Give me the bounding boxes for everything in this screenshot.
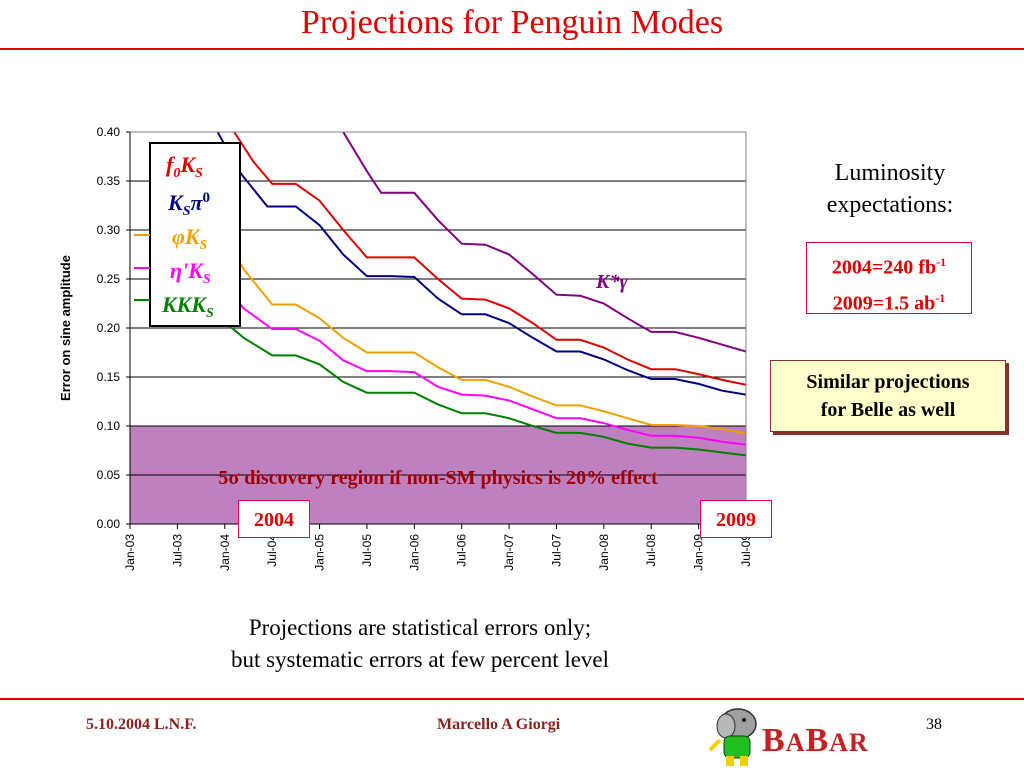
page-number: 38 bbox=[926, 716, 942, 733]
footer-date: 5.10.2004 L.N.F. bbox=[86, 716, 197, 733]
luminosity-heading: Luminosity expectations: bbox=[826, 160, 954, 218]
stat-note: Projections are statistical errors only;… bbox=[230, 615, 610, 672]
y-tick-label: 0.10 bbox=[97, 419, 121, 433]
legend-f0ks: f0KS bbox=[166, 152, 203, 181]
x-tick-label: Jul-09 bbox=[739, 534, 753, 567]
footer-rule bbox=[0, 698, 1024, 700]
x-tick-label: Jul-06 bbox=[455, 534, 469, 567]
year-2004-box: 2004 bbox=[238, 500, 310, 538]
x-tick-label: Jul-05 bbox=[360, 534, 374, 567]
x-tick-label: Jan-07 bbox=[502, 534, 516, 571]
series-line-ks bbox=[219, 229, 746, 435]
y-tick-label: 0.15 bbox=[97, 370, 121, 384]
series-line-ks0 bbox=[216, 132, 746, 396]
legend-etaks: η'KS bbox=[170, 258, 211, 287]
series-line-kkks bbox=[219, 317, 746, 457]
x-tick-label: Jan-03 bbox=[123, 534, 137, 571]
chart-legend: f0KS KSπ0 φKS η'KS KKKS bbox=[134, 142, 241, 327]
y-tick-label: 0.40 bbox=[97, 125, 121, 139]
region-label: 5σ discovery region if non-SM physics is… bbox=[218, 467, 658, 489]
x-tick-label: Jan-04 bbox=[218, 534, 232, 571]
x-tick-label: Jan-08 bbox=[597, 534, 611, 571]
x-tick-label: Jan-06 bbox=[407, 534, 421, 571]
slide-title: Projections for Penguin Modes bbox=[300, 4, 724, 41]
babar-elephant-icon bbox=[708, 708, 757, 766]
footer-author: Marcello A Giorgi bbox=[437, 716, 561, 733]
title-rule bbox=[0, 48, 1024, 50]
babar-logo-text: BABAR bbox=[762, 722, 869, 759]
x-tick-label: Jan-09 bbox=[692, 534, 706, 571]
kgamma-annotation: K*γ bbox=[595, 271, 628, 293]
x-tick-label: Jan-05 bbox=[313, 534, 327, 571]
penguin-chart: 0.00 0.05 0.10 0.15 0.20 0.25 0.30 0.35 0.40 Jan-… bbox=[58, 125, 753, 571]
series-line-f0ks bbox=[233, 132, 746, 386]
lum-2004: 2004=240 fb-1 bbox=[831, 255, 947, 279]
y-tick-label: 0.00 bbox=[97, 517, 121, 531]
y-tick-label: 0.05 bbox=[97, 468, 121, 482]
year-2009-box: 2009 bbox=[700, 500, 772, 538]
x-tick-label: Jul-03 bbox=[170, 534, 184, 567]
belle-note-box: Similar projections for Belle as well bbox=[770, 360, 1006, 432]
y-tick-label: 0.30 bbox=[97, 223, 121, 237]
x-tick-label: Jul-07 bbox=[549, 534, 563, 567]
y-tick-label: 0.35 bbox=[97, 174, 121, 188]
y-tick-label: 0.20 bbox=[97, 321, 121, 335]
series-line-ks bbox=[219, 278, 746, 446]
series-line-k bbox=[342, 132, 746, 353]
y-axis-label: Error on sine amplitude bbox=[58, 255, 73, 401]
luminosity-box: 2004=240 fb-1 2009=1.5 ab-1 bbox=[806, 242, 972, 314]
legend-kkks: KKKS bbox=[161, 292, 214, 321]
y-tick-label: 0.25 bbox=[97, 272, 121, 286]
lum-2009: 2009=1.5 ab-1 bbox=[832, 290, 946, 315]
x-tick-label: Jul-04 bbox=[265, 534, 279, 567]
x-tick-label: Jul-08 bbox=[644, 534, 658, 567]
